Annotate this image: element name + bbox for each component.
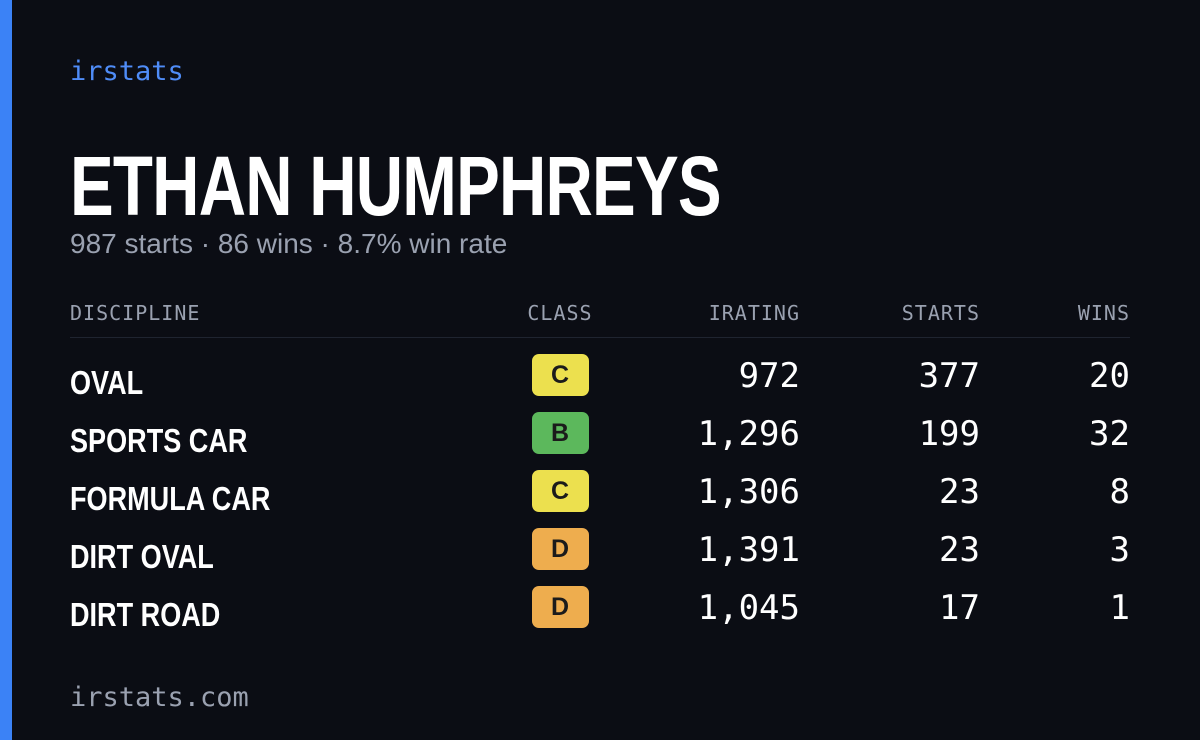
header-rule xyxy=(70,337,1130,338)
starts: 199 xyxy=(918,414,980,454)
class-badge: C xyxy=(531,470,589,512)
starts: 23 xyxy=(939,472,980,512)
wins: 1 xyxy=(1109,588,1130,628)
wins: 20 xyxy=(1089,356,1130,396)
wins: 8 xyxy=(1109,472,1130,512)
discipline: DIRT ROAD xyxy=(70,596,221,633)
class-badge: B xyxy=(531,412,589,454)
column-header: STARTS xyxy=(901,301,980,325)
irating: 1,296 xyxy=(697,414,800,454)
starts: 377 xyxy=(918,356,980,396)
subtitle: 987 starts · 86 wins · 8.7% win rate xyxy=(70,228,508,259)
column-header: WINS xyxy=(1077,301,1130,325)
wins: 3 xyxy=(1109,530,1130,570)
class-badge: D xyxy=(531,586,589,628)
irating: 1,306 xyxy=(697,472,800,512)
starts: 17 xyxy=(939,588,980,628)
discipline: DIRT OVAL xyxy=(70,538,214,575)
class-badge: C xyxy=(531,354,589,396)
footer: irstats.com xyxy=(70,682,249,713)
discipline: OVAL xyxy=(70,364,144,401)
column-header: CLASS xyxy=(527,301,593,325)
class-badge: D xyxy=(531,528,589,570)
brand: irstats xyxy=(70,56,184,87)
driver-name: ETHAN HUMPHREYS xyxy=(70,139,722,233)
column-header: IRATING xyxy=(708,301,800,325)
accent-strip xyxy=(0,0,12,740)
starts: 23 xyxy=(939,530,980,570)
discipline: SPORTS CAR xyxy=(70,422,248,459)
irating: 1,045 xyxy=(697,588,800,628)
column-header: DISCIPLINE xyxy=(70,301,201,325)
irating: 1,391 xyxy=(697,530,800,570)
wins: 32 xyxy=(1089,414,1130,454)
irating: 972 xyxy=(738,356,800,396)
discipline: FORMULA CAR xyxy=(70,480,271,517)
